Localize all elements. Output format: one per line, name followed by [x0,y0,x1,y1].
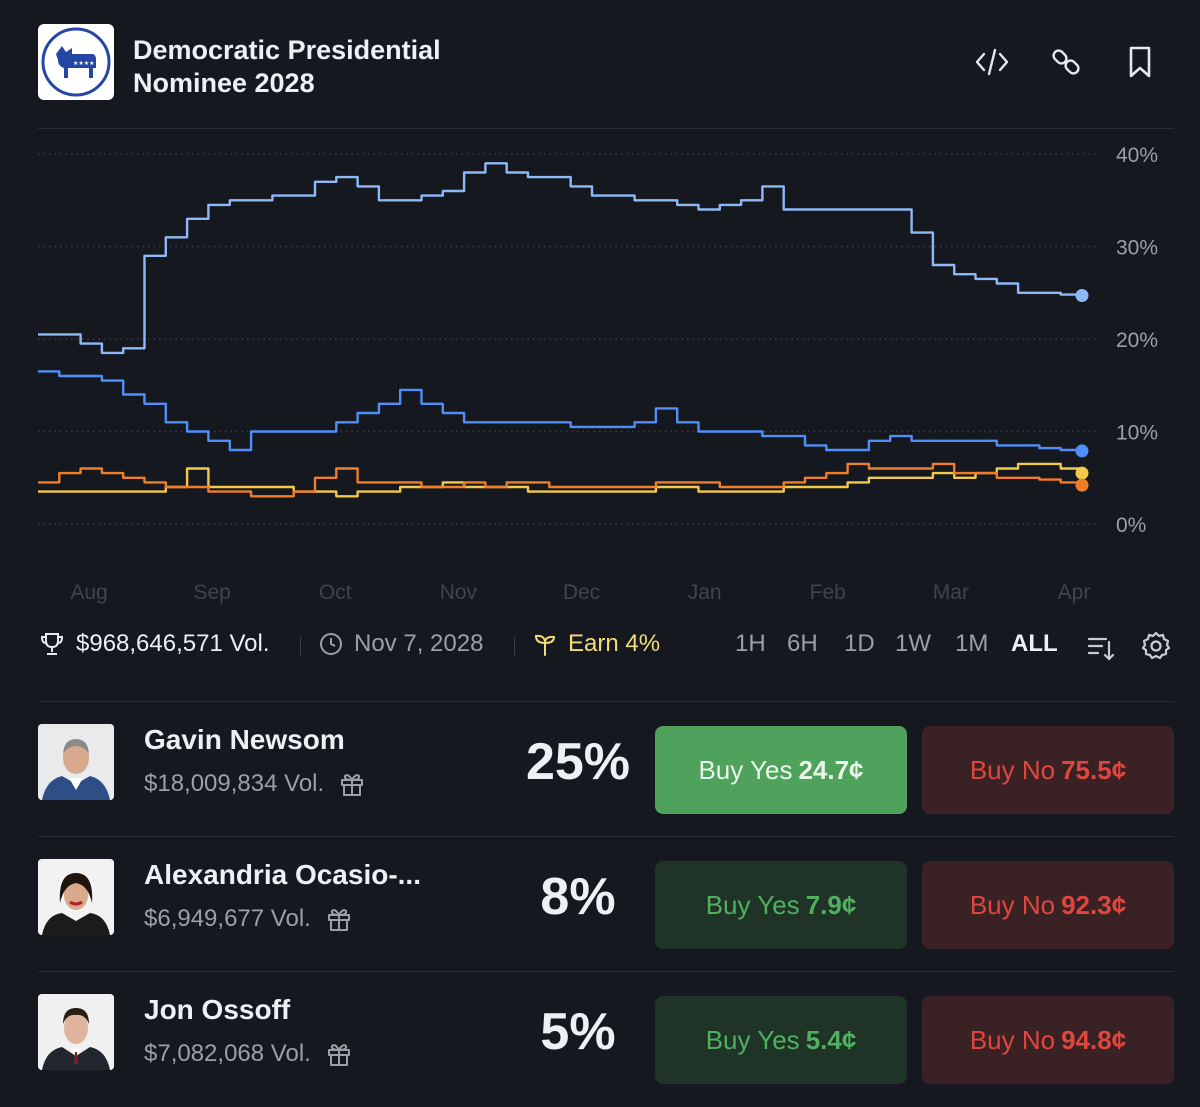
outcome-volume: $18,009,834 Vol. [144,770,325,797]
clock-icon [320,633,342,655]
buy-no-button[interactable]: Buy No 75.5¢ [922,726,1174,814]
buy-no-label: Buy No [969,889,1056,920]
x-tick-label: Mar [933,581,969,604]
buy-yes-label: Buy Yes [705,889,800,920]
outcome-name: Gavin Newsom [144,724,345,755]
outcome-name: Jon Ossoff [144,994,291,1025]
svg-text:★★★★: ★★★★ [73,60,95,67]
outcome-probability: 25% [525,733,631,791]
x-tick-label: Sep [193,581,230,604]
chart-toolbar: $968,646,571 Vol. Nov 7, 2028 Earn 4% 1H… [38,624,1174,668]
header-divider [38,128,1174,129]
outcome-row[interactable]: Gavin Newsom $18,009,834 Vol. 25% Buy Ye… [38,702,1174,837]
buy-yes-button[interactable]: Buy Yes 5.4¢ [655,996,907,1084]
gift-icon[interactable] [338,770,366,798]
chart-svg: 40% 30% 20% 10% 0% Aug Sep Oct Nov Dec Jan Feb Mar Ap… [38,144,1158,604]
outcome-volume: $6,949,677 Vol. [144,905,311,932]
row-divider [38,836,1174,837]
x-tick-label: Jan [688,581,722,604]
outcome-row[interactable]: Alexandria Ocasio-... $6,949,677 Vol. 8%… [38,837,1174,972]
outcome-volume-wrap: $18,009,834 Vol. [144,770,366,798]
x-tick-label: Dec [563,581,600,604]
outcome-name: Alexandria Ocasio-... [144,859,421,890]
outcome-volume-wrap: $7,082,068 Vol. [144,1040,353,1068]
range-1m[interactable]: 1M [955,630,989,657]
series-endpoint [1075,289,1089,303]
outcome-row[interactable]: Jon Ossoff $7,082,068 Vol. 5% Buy Yes 5.… [38,972,1174,1107]
x-tick-label: Oct [319,581,352,604]
x-tick-label: Aug [70,581,107,604]
buy-yes-price: 24.7¢ [798,754,864,785]
range-1d[interactable]: 1D [844,630,875,657]
buy-no-button[interactable]: Buy No 94.8¢ [922,996,1174,1084]
buy-no-label: Buy No [969,1024,1056,1055]
avatar [38,994,114,1070]
settings-gear-icon[interactable] [1140,630,1172,662]
outcome-volume: $7,082,068 Vol. [144,1040,311,1067]
buy-yes-price: 7.9¢ [805,889,857,920]
gift-icon[interactable] [325,905,353,933]
market-title: Democratic Presidential Nominee 2028 [133,35,441,98]
x-tick-label: Feb [810,581,846,604]
series-line [38,370,1084,452]
buy-no-price: 92.3¢ [1061,889,1127,920]
separator [514,637,515,655]
earn-label: Earn 4% [568,630,661,657]
row-divider [38,971,1174,972]
bookmark-icon[interactable] [1122,44,1158,80]
price-chart[interactable]: 40% 30% 20% 10% 0% Aug Sep Oct Nov Dec Jan Feb Mar Ap… [0,130,1200,610]
end-date-stat: Nov 7, 2028 [318,630,483,658]
x-tick-label: Apr [1058,581,1091,604]
avatar [38,724,114,800]
trophy-icon [40,633,64,655]
gift-icon[interactable] [325,1040,353,1068]
x-tick-label: Nov [440,581,478,604]
buy-yes-label: Buy Yes [705,1024,800,1055]
series-endpoint [1075,466,1089,480]
y-tick-label: 0% [1116,514,1146,537]
sprout-icon [534,634,556,656]
series-line [38,462,1084,498]
range-1h[interactable]: 1H [735,630,766,657]
democratic-donkey-logo: ★★★★ [38,24,114,100]
y-tick-label: 30% [1116,237,1158,260]
avatar [38,859,114,935]
toolbar-divider [38,701,1174,702]
embed-code-icon[interactable] [974,44,1010,80]
market-header: ★★★★ Democratic Presidential Nominee 202… [38,24,1162,104]
series-line [38,162,1084,355]
outcome-volume-wrap: $6,949,677 Vol. [144,905,353,933]
buy-no-price: 94.8¢ [1061,1024,1127,1055]
separator [300,637,301,655]
y-tick-label: 20% [1116,329,1158,352]
series-endpoint [1075,478,1089,492]
buy-yes-button[interactable]: Buy Yes 24.7¢ [655,726,907,814]
link-icon[interactable] [1048,44,1084,80]
buy-no-label: Buy No [969,754,1056,785]
series-endpoint [1075,444,1089,458]
buy-no-button[interactable]: Buy No 92.3¢ [922,861,1174,949]
buy-no-price: 75.5¢ [1061,754,1127,785]
outcome-probability: 8% [540,868,616,926]
y-tick-label: 40% [1116,144,1158,167]
buy-yes-button[interactable]: Buy Yes 7.9¢ [655,861,907,949]
volume-stat: $968,646,571 Vol. [38,630,270,658]
y-tick-label: 10% [1116,422,1158,445]
earn-badge[interactable]: Earn 4% [532,630,660,658]
outcome-probability: 5% [540,1003,616,1061]
end-date: Nov 7, 2028 [354,630,484,657]
range-all[interactable]: ALL [1011,630,1058,657]
range-1w[interactable]: 1W [895,630,931,657]
buy-yes-label: Buy Yes [698,754,793,785]
sort-icon[interactable] [1086,632,1116,662]
range-6h[interactable]: 6H [787,630,818,657]
total-volume: $968,646,571 Vol. [76,630,270,657]
buy-yes-price: 5.4¢ [805,1024,857,1055]
